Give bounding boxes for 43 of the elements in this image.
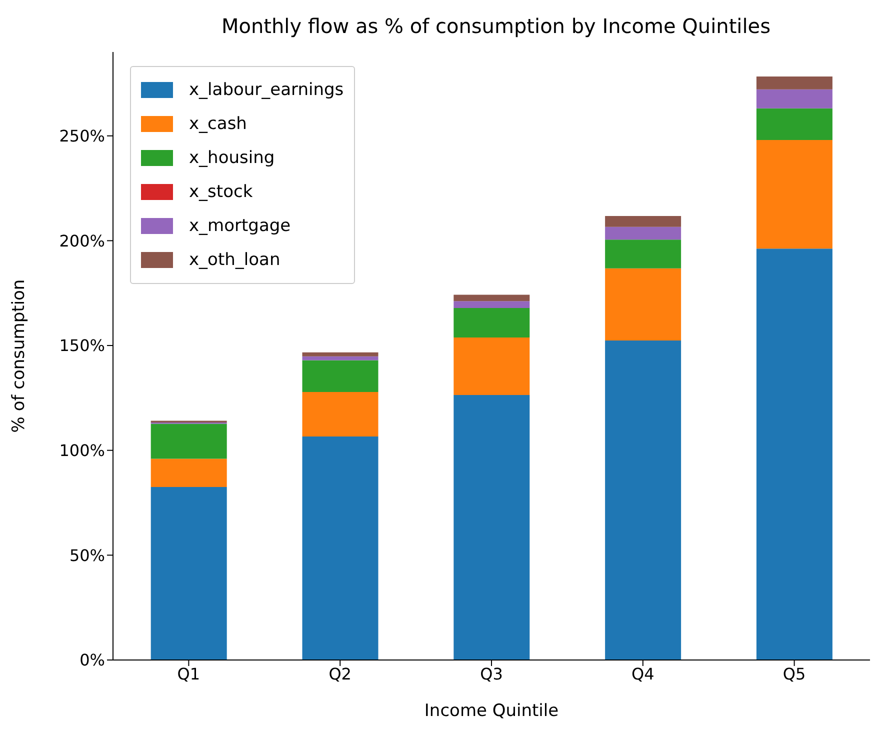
- bar: [302, 392, 378, 437]
- bar: [756, 140, 832, 249]
- y-tick-label: 0%: [80, 650, 105, 670]
- bar: [454, 308, 530, 338]
- y-axis-title: % of consumption: [9, 279, 30, 433]
- bar: [605, 226, 682, 240]
- bar: [302, 352, 378, 356]
- legend-label: x_housing: [189, 148, 275, 168]
- bar: [150, 458, 227, 488]
- bar: [150, 424, 227, 459]
- y-tick-label: 150%: [59, 336, 105, 356]
- x-tick-label: Q3: [480, 664, 503, 684]
- x-axis-title: Income Quintile: [424, 701, 559, 721]
- legend-label: x_stock: [189, 182, 253, 202]
- bar: [302, 360, 378, 392]
- bar: [756, 76, 832, 90]
- bar: [454, 394, 530, 660]
- y-tick-label: 50%: [69, 546, 105, 565]
- bar: [756, 248, 832, 660]
- x-tick-label: Q1: [177, 664, 200, 684]
- legend-label: x_labour_earnings: [189, 80, 344, 100]
- x-tick-label: Q2: [328, 664, 352, 684]
- x-tick-label: Q4: [632, 664, 654, 684]
- legend-label: x_cash: [189, 114, 247, 134]
- bar: [605, 240, 682, 268]
- bar: [756, 89, 832, 108]
- bar: [454, 301, 530, 308]
- bar: [302, 436, 378, 660]
- bar: [756, 108, 832, 140]
- y-tick-label: 200%: [59, 231, 105, 250]
- bar: [605, 268, 682, 340]
- chart-title: Monthly flow as % of consumption by Income Quintiles: [220, 14, 772, 38]
- y-tick-label: 100%: [59, 441, 105, 460]
- bar: [605, 216, 682, 227]
- legend-label: x_mortgage: [189, 216, 291, 236]
- legend-label: x_oth_loan: [189, 250, 280, 270]
- bar: [150, 487, 227, 660]
- x-tick-label: Q5: [782, 664, 806, 684]
- bar: [454, 294, 530, 302]
- bar: [302, 356, 378, 360]
- bar: [454, 338, 530, 395]
- y-tick-label: 250%: [59, 126, 105, 146]
- bar: [605, 340, 682, 660]
